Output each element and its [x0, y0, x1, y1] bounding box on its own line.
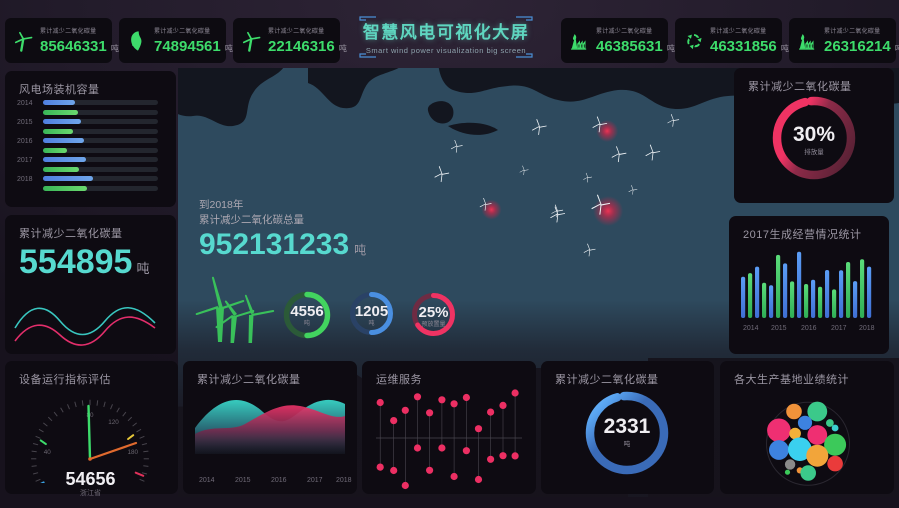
svg-text:2018: 2018 — [859, 325, 875, 332]
svg-text:2016: 2016 — [17, 138, 33, 145]
svg-text:2017: 2017 — [831, 325, 847, 332]
svg-text:2016: 2016 — [801, 325, 817, 332]
svg-text:120: 120 — [108, 419, 119, 426]
svg-text:2014: 2014 — [743, 325, 759, 332]
svg-text:2015: 2015 — [17, 119, 33, 126]
svg-text:2014: 2014 — [17, 100, 33, 107]
svg-text:2017: 2017 — [17, 157, 33, 164]
svg-text:2018: 2018 — [17, 176, 33, 183]
svg-text:2015: 2015 — [771, 325, 787, 332]
svg-text:180: 180 — [128, 449, 139, 456]
svg-text:40: 40 — [44, 449, 52, 456]
